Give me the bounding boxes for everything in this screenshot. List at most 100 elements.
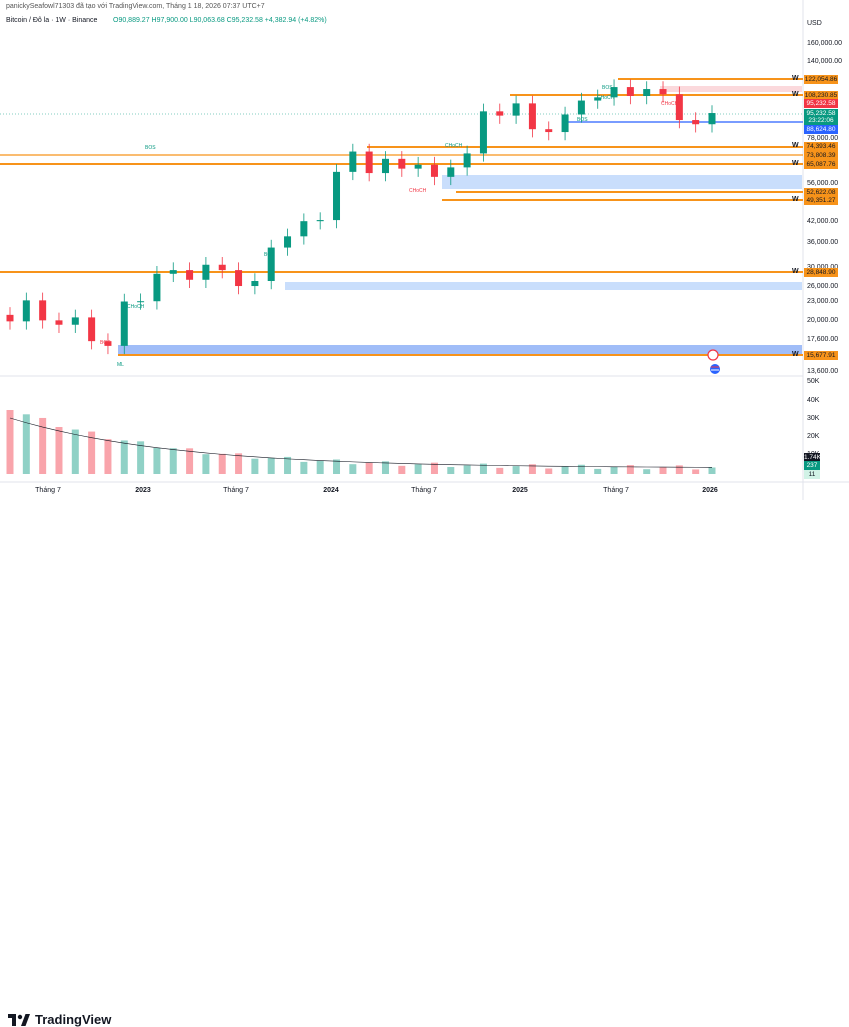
chart-canvas[interactable] [0,0,849,532]
candle-body [71,317,79,325]
candle-body [169,270,177,274]
volume-bar [300,461,308,474]
candle-body [235,270,243,287]
structure-annotation: BOS [577,117,588,123]
candle-body [55,320,63,325]
candle-body [414,164,422,169]
price-level-label[interactable]: 23:22:06 [804,115,838,125]
price-level-label[interactable]: 49,351.27 [804,195,838,205]
candle-body [88,317,96,342]
weekly-marker: W [792,159,799,167]
candle-body [316,220,324,222]
price-axis-tick: 23,000.00 [807,298,839,305]
volume-bar [610,467,618,474]
candle-body [594,97,602,101]
price-level-label[interactable]: 73,808.39 [804,150,838,160]
volume-bar [104,439,112,474]
volume-bar [447,467,455,474]
candle-body [333,171,341,221]
volume-bar [659,467,667,474]
price-level-label[interactable]: 74,393.46 [804,141,838,151]
price-axis-tick: 36,000.00 [807,239,839,246]
structure-annotation: CHoCH [445,143,463,149]
supply-zone [660,86,802,92]
volume-axis-tick: 40K [807,397,820,404]
price-level-label[interactable]: 52,622.08 [804,187,838,197]
candle-body [251,281,259,287]
volume-bar [496,467,504,474]
price-axis-tick: 42,000.00 [807,218,839,225]
volume-bar [626,465,634,474]
volume-bar [202,454,210,474]
volume-bar [120,440,128,474]
structure-annotation: CHoCH [127,304,145,310]
time-axis-tick: Tháng 7 [603,487,629,494]
candle-body [512,103,520,116]
volume-bar [284,456,292,474]
candle-body [659,89,667,95]
volume-bar [479,463,487,474]
price-axis-tick: 56,000.00 [807,180,839,187]
volume-bar [88,431,96,474]
time-axis-tick: Tháng 7 [411,487,437,494]
demand-zone [118,345,802,354]
price-level-label[interactable]: 122,054.86 [804,74,838,84]
candle-body [120,301,128,346]
volume-bar [692,469,700,474]
candle-body [6,314,14,322]
price-level-label[interactable]: 65,087.76 [804,159,838,169]
price-level-label[interactable]: 28,848.90 [804,267,838,277]
us-flag-icon [710,364,720,374]
volume-axis-tick: 50K [807,378,820,385]
watermark-text: panickySeafowl71303 đã tạo với TradingVi… [6,3,265,10]
chart-svg[interactable] [0,0,849,532]
price-level-label[interactable]: 108,230.85 [804,90,838,100]
volume-ma-line [9,417,713,468]
price-level-label[interactable]: 88,624.80 [804,124,838,134]
price-axis-tick: 78,000.00 [807,135,839,142]
volume-bar [594,468,602,474]
price-axis-tick: 26,000.00 [807,283,839,290]
volume-bar [643,469,651,474]
price-axis-tick: 13,600.00 [807,368,839,375]
candle-body [610,87,618,98]
price-level-label[interactable]: 95,232.58 [804,108,838,118]
volume-bar [333,459,341,474]
time-axis-tick: Tháng 7 [223,487,249,494]
candle-body [300,221,308,237]
weekly-marker: W [792,90,799,98]
candle-body [104,341,112,346]
price-level-label[interactable]: 95,232.58 [804,98,838,108]
time-axis-tick: 2024 [323,487,339,494]
price-axis-tick: 140,000.00 [807,58,843,65]
candle-body [708,113,716,125]
volume-bar [675,465,683,474]
currency-label[interactable]: USD [807,20,822,27]
structure-annotation: CHoCH [661,101,679,107]
price-level-label[interactable]: 15,677.91 [804,350,838,360]
weekly-marker: W [792,141,799,149]
volume-bar [577,464,585,474]
price-axis-tick: 160,000.00 [807,40,843,47]
candle-body [463,153,471,168]
structure-annotation: BOS [145,145,156,151]
volume-bar [398,465,406,474]
structure-annotation: BOS [100,340,111,346]
volume-bar [349,464,357,474]
volume-bar [186,448,194,474]
candle-body [496,111,504,116]
time-axis-tick: 2025 [512,487,528,494]
volume-bar [169,448,177,474]
volume-bar [39,417,47,474]
lightning-icon [707,349,719,361]
volume-bar [251,458,259,474]
volume-bar [316,460,324,474]
volume-bar [545,468,553,474]
symbol-title[interactable]: Bitcoin / Đô la · 1W · Binance [6,17,98,24]
structure-annotation: ML [117,362,124,368]
candle-body [39,300,47,321]
structure-annotation: CHoCH [409,188,427,194]
weekly-marker: W [792,74,799,82]
volume-axis-tick: 20K [807,433,820,440]
tradingview-logo: TradingView [8,1012,111,1027]
